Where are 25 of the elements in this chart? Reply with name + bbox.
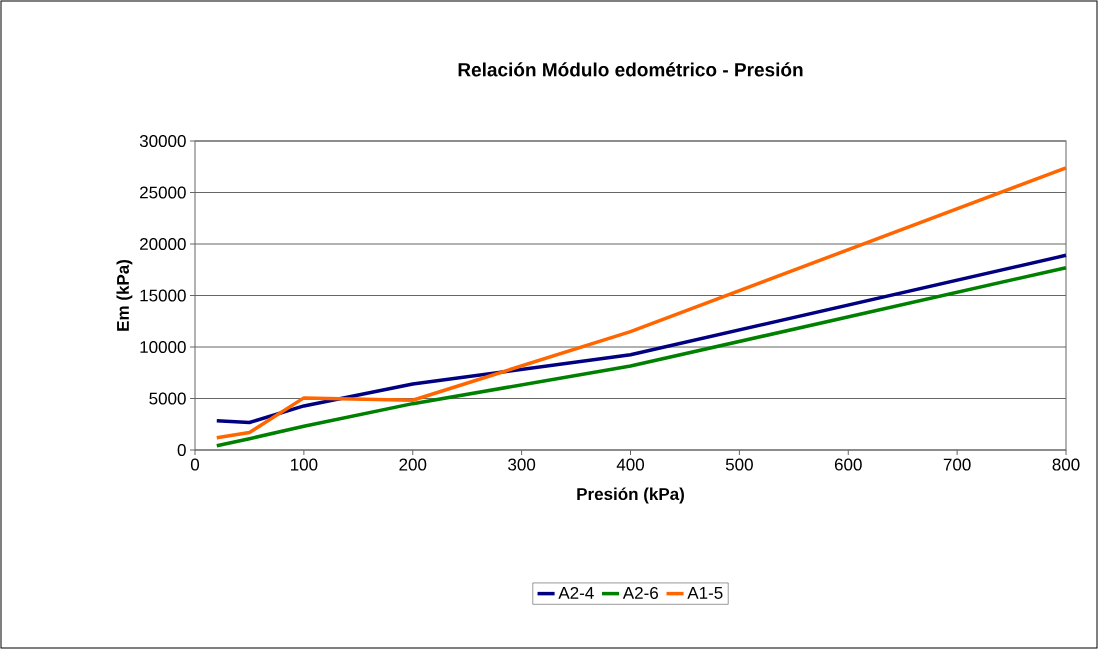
legend-label: A1-5 xyxy=(687,587,723,599)
y-tick-label: 20000 xyxy=(140,237,186,251)
y-tick-label: 0 xyxy=(177,443,186,457)
y-axis-title: Em (kPa) xyxy=(116,260,133,331)
y-tick-label: 30000 xyxy=(139,134,186,148)
y-tick-label: 5000 xyxy=(149,392,186,405)
x-tick-label: 600 xyxy=(834,458,862,471)
legend-label: A2-6 xyxy=(622,586,658,599)
x-tick-label: 400 xyxy=(616,458,645,471)
y-tick-label: 25000 xyxy=(140,186,186,199)
chart-title: Relación Módulo edométrico - Presión xyxy=(458,62,803,77)
line-series xyxy=(215,166,1068,440)
y-tick-label: 10000 xyxy=(140,340,186,354)
y-tick-label: 15000 xyxy=(140,289,186,302)
x-tick-label: 800 xyxy=(1052,458,1080,471)
legend-label: A2-4 xyxy=(558,586,594,599)
x-tick-label: 0 xyxy=(190,458,200,471)
x-tick-label: 700 xyxy=(943,458,971,471)
x-tick-label: 300 xyxy=(508,458,536,471)
line-series xyxy=(215,265,1068,448)
x-axis-title: Presión (kPa) xyxy=(577,487,684,504)
x-tick-label: 500 xyxy=(725,458,753,471)
x-tick-label: 200 xyxy=(399,458,427,471)
line-series xyxy=(215,253,1068,425)
x-tick-label: 100 xyxy=(291,458,318,471)
